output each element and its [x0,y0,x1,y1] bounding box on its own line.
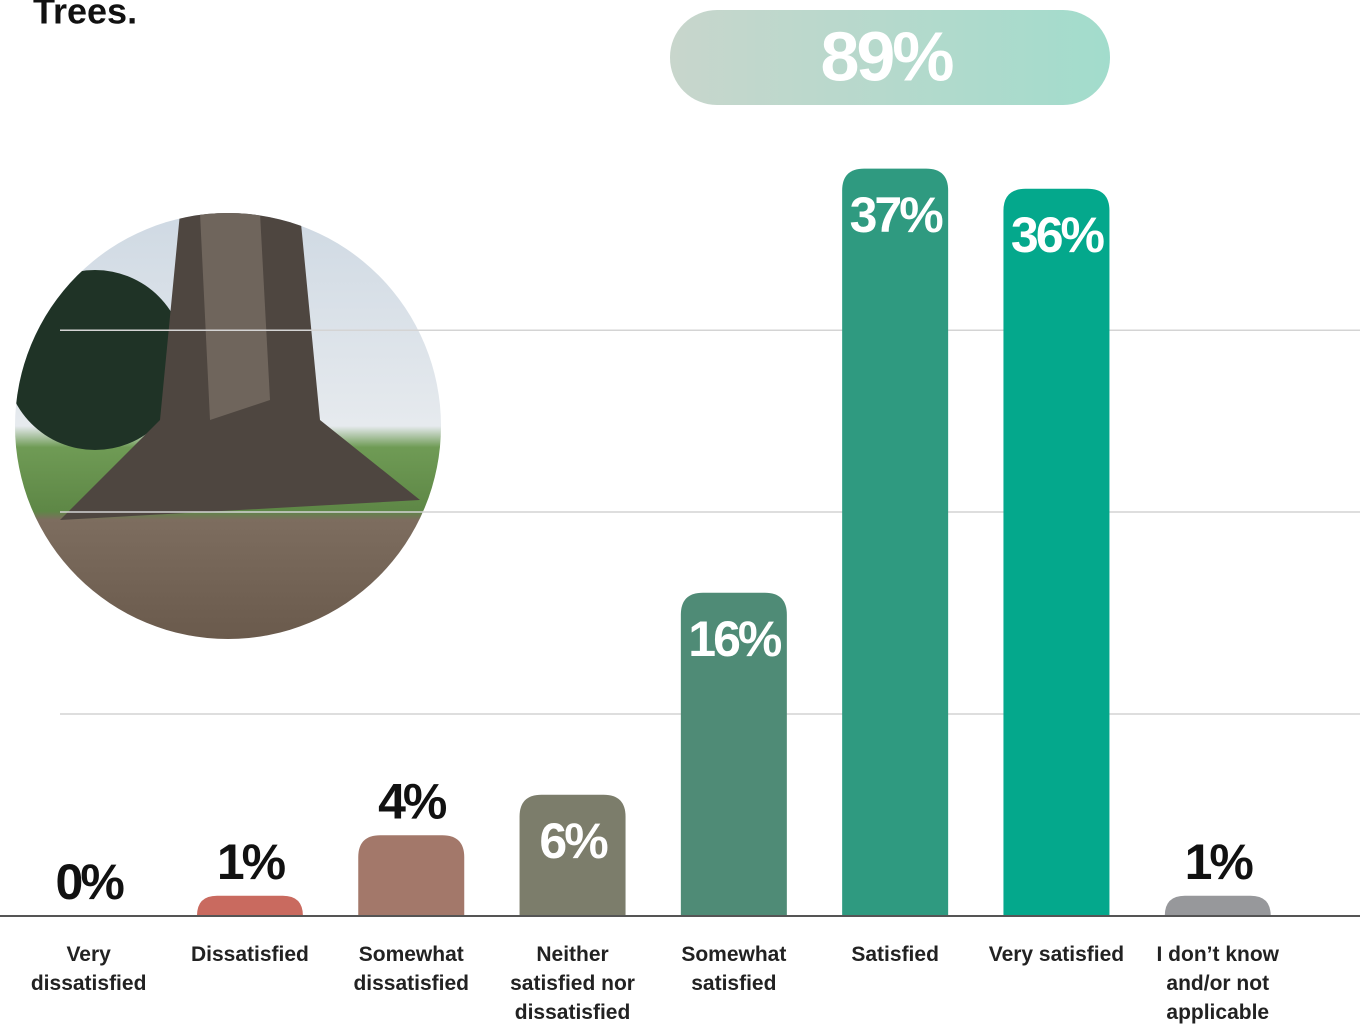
x-tick-label: Dissatisfied [190,943,309,966]
bar [196,895,303,916]
value-label: 16% [688,611,782,667]
bar [358,835,465,916]
bar [519,794,626,916]
value-label: 6% [539,813,608,869]
bar [680,592,787,916]
x-tick-label: Very satisfied [988,943,1125,966]
x-tick-label: Satisfied [851,943,939,966]
bar [842,168,949,917]
value-label: 1% [217,834,286,890]
value-label: 36% [1011,207,1105,263]
bar [1164,895,1271,916]
x-tick-label: Somewhat dissatisfied [353,943,470,995]
total-label: 89% [820,17,953,95]
chart-title: Trees. [33,0,137,32]
bar [1003,188,1110,917]
x-tick-label: I don’t know and/or not applicable [1156,943,1279,1024]
tree-photo [15,213,441,639]
value-label: 0% [56,854,125,910]
total-banner [670,10,1110,105]
x-tick-label: Neither satisfied nor dissatisfied [510,943,635,1024]
x-tick-label: Very dissatisfied [30,943,147,995]
value-label: 37% [850,187,944,243]
x-tick-label: Somewhat satisfied [681,943,787,995]
value-label: 1% [1185,834,1254,890]
value-label: 4% [378,773,447,829]
